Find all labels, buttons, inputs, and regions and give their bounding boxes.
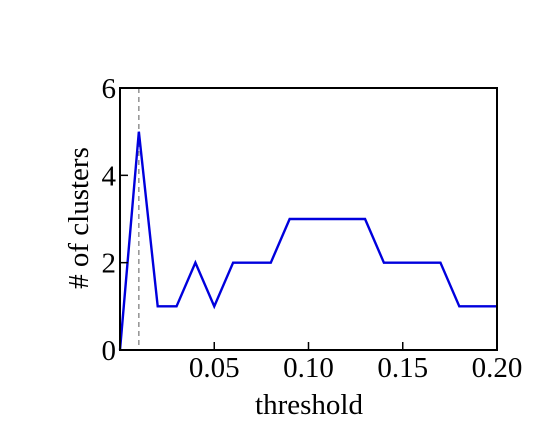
x-axis-label: threshold <box>255 389 363 421</box>
x-tick-label: 0.10 <box>283 352 334 384</box>
y-tick-label: 2 <box>102 248 117 280</box>
x-tick-label: 0.20 <box>472 352 523 384</box>
x-tick-label: 0.05 <box>189 352 240 384</box>
y-tick-label: 0 <box>102 335 117 367</box>
y-axis-label: # of clusters <box>63 147 95 289</box>
y-tick-label: 4 <box>102 160 117 192</box>
plot-layer <box>118 88 497 351</box>
x-tick-label: 0.15 <box>377 352 428 384</box>
y-tick-label: 6 <box>102 73 117 105</box>
series-line-0 <box>118 131 497 351</box>
axis-layer: 0.05 0.10 0.15 0.20 0 2 4 6 <box>102 73 523 384</box>
